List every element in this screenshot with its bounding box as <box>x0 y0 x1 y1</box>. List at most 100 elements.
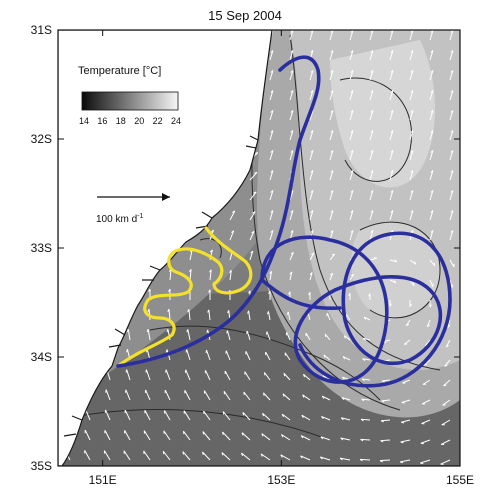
velocity-vector <box>281 413 291 421</box>
velocity-vector <box>309 170 314 181</box>
velocity-vector <box>186 349 191 361</box>
velocity-vector-head <box>373 257 377 259</box>
velocity-vector-head <box>248 290 251 294</box>
x-tick-label: 155E <box>446 473 474 487</box>
velocity-vector <box>224 370 231 381</box>
velocity-vector-head <box>450 210 454 213</box>
velocity-vector-head <box>270 190 274 193</box>
velocity-vector-head <box>330 272 334 276</box>
velocity-vector <box>309 190 314 201</box>
velocity-vector <box>309 150 314 161</box>
velocity-vector-head <box>165 349 168 353</box>
velocity-vector <box>307 312 311 321</box>
velocity-vector <box>123 450 131 461</box>
velocity-vector-head <box>187 309 190 313</box>
velocity-vector-head <box>423 364 427 366</box>
velocity-vector-head <box>331 253 335 256</box>
velocity-vector <box>143 430 151 441</box>
velocity-vector <box>185 369 191 381</box>
velocity-vector <box>222 431 231 441</box>
velocity-vector <box>281 434 291 441</box>
velocity-vector-head <box>189 268 192 273</box>
velocity-vector-head <box>166 329 169 333</box>
velocity-vector <box>202 451 211 461</box>
velocity-vector-head <box>241 432 244 436</box>
velocity-vector-head <box>350 230 354 233</box>
velocity-vector <box>269 130 274 141</box>
velocity-vector-head <box>227 310 230 314</box>
velocity-vector-head <box>368 293 371 297</box>
velocity-vector-head <box>445 344 449 348</box>
velocity-scale-label: 100 km d-1 <box>96 213 143 225</box>
velocity-vector <box>360 418 371 421</box>
velocity-vector <box>349 273 355 281</box>
warmest-water-patch <box>330 40 435 188</box>
velocity-vector <box>361 398 371 401</box>
velocity-vector <box>269 170 274 181</box>
velocity-vector <box>401 399 411 403</box>
velocity-scale-text: 100 km d <box>96 214 137 225</box>
velocity-vector-head <box>308 292 311 296</box>
contour-line <box>359 221 441 319</box>
contour-line <box>58 409 331 441</box>
velocity-vector-head <box>206 329 209 333</box>
velocity-vector-head <box>430 50 434 53</box>
velocity-vector-head <box>389 303 392 307</box>
velocity-vector <box>286 332 291 341</box>
velocity-vector <box>409 110 414 121</box>
velocity-vector-head <box>262 392 265 396</box>
velocity-vector-head <box>450 150 454 153</box>
velocity-vector-head <box>290 150 294 153</box>
velocity-vector-head <box>182 451 185 455</box>
velocity-vector-head <box>330 110 334 113</box>
velocity-vector-head <box>125 369 128 373</box>
velocity-vector-head <box>430 150 434 153</box>
velocity-vector-head <box>341 397 345 401</box>
velocity-vector-head <box>370 70 374 73</box>
colorbar-tick-label: 16 <box>97 116 107 126</box>
velocity-vector-head <box>370 150 374 153</box>
velocity-vector-head <box>290 210 294 213</box>
velocity-vector <box>409 90 414 101</box>
velocity-vector <box>449 190 454 201</box>
velocity-vector-head <box>286 311 289 315</box>
velocity-vector <box>349 130 354 141</box>
velocity-vector-head <box>410 150 414 153</box>
velocity-vector-head <box>290 50 294 53</box>
velocity-vector-head <box>409 303 412 307</box>
velocity-vector <box>369 230 374 241</box>
velocity-vector <box>362 358 371 361</box>
velocity-vector <box>429 130 434 141</box>
velocity-vector-head <box>405 323 410 327</box>
velocity-vector-head <box>167 308 170 313</box>
velocity-vector <box>389 70 394 81</box>
velocity-vector <box>143 450 151 461</box>
velocity-vector-head <box>281 413 284 418</box>
velocity-vector <box>289 271 293 281</box>
velocity-vector <box>267 311 271 321</box>
velocity-vector <box>269 230 274 241</box>
velocity-vector-head <box>410 170 414 173</box>
colorbar-gradient <box>81 91 179 111</box>
velocity-vector <box>449 279 453 288</box>
colorbar-tick-label: 14 <box>79 116 89 126</box>
velocity-vector <box>423 359 431 366</box>
velocity-vector-head <box>319 456 323 460</box>
velocity-vector-head <box>450 70 454 73</box>
velocity-vector-head <box>290 90 294 93</box>
velocity-vector-head <box>290 70 294 73</box>
velocity-vector-head <box>282 393 285 397</box>
velocity-vector <box>329 70 334 81</box>
velocity-vector-head <box>231 230 235 233</box>
velocity-vector <box>429 50 434 61</box>
velocity-vector <box>248 310 251 321</box>
velocity-vector <box>287 311 291 321</box>
velocity-vector-head <box>290 110 294 113</box>
velocity-vector <box>449 30 454 41</box>
velocity-vector <box>305 332 311 341</box>
velocity-vector <box>300 435 311 441</box>
velocity-vector-head <box>126 349 128 353</box>
velocity-vector <box>309 110 314 121</box>
estuary-mark <box>142 265 161 281</box>
velocity-vector <box>85 409 91 421</box>
